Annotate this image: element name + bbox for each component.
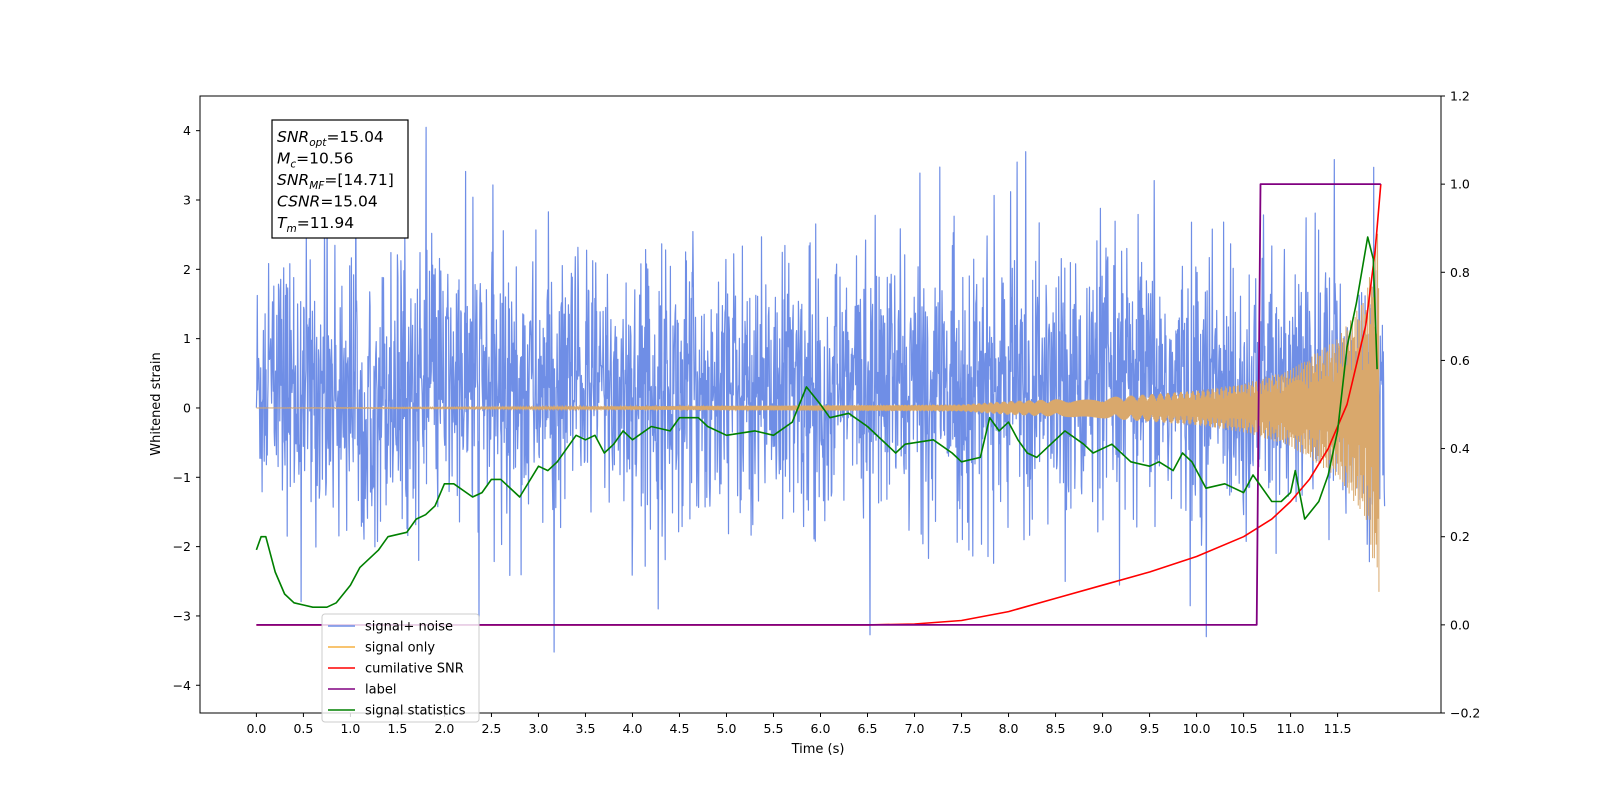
x-tick-label: 9.5 bbox=[1140, 721, 1160, 736]
y-left-tick-label: 0 bbox=[183, 400, 191, 415]
annotation-line: Mc=10.56 bbox=[277, 150, 354, 171]
series-cumulative-snr bbox=[256, 184, 1382, 626]
annotation-line: SNRopt=15.04 bbox=[277, 128, 384, 149]
y-right-tick-label: 1.2 bbox=[1450, 89, 1470, 104]
y-right-tick-label: 0.4 bbox=[1450, 441, 1470, 456]
x-axis-ticks: 0.0 0.5 1.0 1.5 2.0 2.5 3.0 3.5 4.0 4.5 5.0 5.5 6.0 6… bbox=[246, 713, 1352, 736]
x-tick-label: 4.5 bbox=[670, 721, 690, 736]
y-axis-label: Whitened strain bbox=[149, 352, 164, 455]
x-tick-label: 0.5 bbox=[293, 721, 313, 736]
series-label bbox=[256, 183, 1381, 626]
x-tick-label: 2.5 bbox=[482, 721, 502, 736]
x-tick-label: 7.5 bbox=[952, 721, 972, 736]
annotation-line: Tm=11.94 bbox=[277, 214, 354, 235]
annotation-frame bbox=[271, 119, 409, 239]
x-tick-label: 5.5 bbox=[764, 721, 784, 736]
y-left-tick-label: 2 bbox=[183, 262, 191, 277]
y-left-tick-label: 4 bbox=[183, 123, 191, 138]
y-left-tick-label: −1 bbox=[173, 470, 191, 485]
legend-entry-label: label bbox=[365, 683, 396, 698]
annotation-line: CSNR=15.04 bbox=[277, 193, 378, 211]
x-tick-label: 0.0 bbox=[246, 721, 266, 736]
y-right-axis-ticks: −0.2 0.0 0.2 0.4 0.6 0.8 1.0 1.2 bbox=[1441, 89, 1480, 721]
series-signal-noise bbox=[255, 126, 1386, 653]
x-tick-label: 6.5 bbox=[858, 721, 878, 736]
x-tick-label: 1.5 bbox=[387, 721, 407, 736]
x-tick-label: 2.0 bbox=[434, 721, 454, 736]
x-tick-label: 3.0 bbox=[529, 721, 549, 736]
x-tick-label: 1.0 bbox=[340, 721, 360, 736]
x-tick-label: 7.0 bbox=[905, 721, 925, 736]
legend-entry-label: cumilative SNR bbox=[365, 662, 464, 677]
legend-entry-label: signal statistics bbox=[365, 704, 466, 719]
legend-entry-label: signal+ noise bbox=[365, 620, 453, 635]
plot-series bbox=[255, 126, 1386, 653]
x-tick-label: 11.5 bbox=[1324, 721, 1352, 736]
y-right-tick-label: 0.0 bbox=[1450, 617, 1470, 632]
x-tick-label: 4.0 bbox=[623, 721, 643, 736]
y-left-tick-label: −4 bbox=[173, 678, 191, 693]
x-tick-label: 11.0 bbox=[1277, 721, 1305, 736]
y-right-tick-label: 0.8 bbox=[1450, 265, 1470, 280]
y-left-tick-label: −3 bbox=[173, 608, 191, 623]
x-tick-label: 9.0 bbox=[1093, 721, 1113, 736]
x-tick-label: 10.0 bbox=[1183, 721, 1211, 736]
x-tick-label: 5.0 bbox=[717, 721, 737, 736]
y-right-tick-label: −0.2 bbox=[1450, 706, 1480, 721]
x-tick-label: 3.5 bbox=[576, 721, 596, 736]
x-tick-label: 10.5 bbox=[1230, 721, 1258, 736]
y-left-tick-label: 3 bbox=[183, 192, 191, 207]
y-left-axis-ticks: −4 −3 −2 −1 0 1 2 3 4 bbox=[173, 123, 200, 693]
x-tick-label: 8.0 bbox=[999, 721, 1019, 736]
series-signal-statistics bbox=[255, 236, 1378, 608]
y-left-tick-label: 1 bbox=[183, 331, 191, 346]
y-left-tick-label: −2 bbox=[173, 539, 191, 554]
x-tick-label: 6.0 bbox=[811, 721, 831, 736]
y-right-tick-label: 0.6 bbox=[1450, 353, 1470, 368]
x-axis-label: Time (s) bbox=[791, 742, 845, 757]
y-right-tick-label: 0.2 bbox=[1450, 529, 1470, 544]
x-tick-label: 8.5 bbox=[1046, 721, 1066, 736]
legend-entry-label: signal only bbox=[365, 641, 435, 656]
legend-frame bbox=[321, 613, 480, 723]
series-signal-only bbox=[256, 233, 1380, 592]
legend: signal+ noise signal only cumilative SNR la… bbox=[321, 613, 480, 723]
y-right-tick-label: 1.0 bbox=[1450, 177, 1470, 192]
annotation-line: SNRMF=[14.71] bbox=[277, 171, 394, 192]
annotation-box: SNRopt=15.04Mc=10.56SNRMF=[14.71]CSNR=15… bbox=[271, 119, 409, 239]
